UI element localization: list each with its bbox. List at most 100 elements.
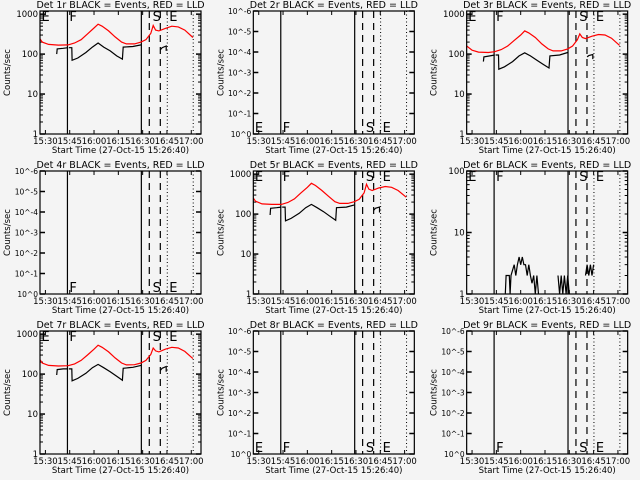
- y-tick-label: 100: [235, 210, 251, 220]
- x-tick-label: 16:15: [533, 297, 558, 307]
- interval-marker-label: E: [169, 10, 177, 25]
- panel-det-5: Det 5r BLACK = Events, RED = LLD Counts/s…: [216, 160, 418, 316]
- interval-marker-label: F: [283, 121, 290, 136]
- interval-marker-label: E: [468, 170, 476, 185]
- interval-marker-label: S: [366, 441, 374, 456]
- panel-det-4: Det 4r BLACK = Events, RED = LLD Counts/s…: [3, 160, 205, 316]
- plot-frame: [252, 330, 415, 455]
- x-tick-label: 16:45: [581, 137, 606, 147]
- interval-marker-label: F: [69, 330, 76, 345]
- y-tick-label: 1: [246, 290, 251, 300]
- interval-marker-label: E: [383, 441, 391, 456]
- x-tick-label: 15:45: [271, 457, 296, 467]
- y-axis-label: Counts/sec: [3, 49, 13, 96]
- x-tick-label: 16:00: [508, 297, 533, 307]
- events-series-line: [482, 54, 495, 62]
- x-tick-label: 15:30: [246, 297, 271, 307]
- y-tick-label: 100: [22, 370, 38, 380]
- interval-marker-label: E: [596, 10, 604, 25]
- x-tick-label: 17:00: [179, 297, 204, 307]
- events-series-line: [504, 256, 540, 295]
- plot-frame: [252, 10, 415, 135]
- y-tick-label: 10: [27, 410, 38, 420]
- events-series-line: [584, 264, 595, 276]
- x-tick-label: 16:15: [319, 457, 344, 467]
- x-axis-label: Start Time (27-Oct-15 15:26:40): [479, 466, 616, 476]
- y-tick-label: 1000: [443, 10, 465, 20]
- y-tick-label: 100: [22, 50, 38, 60]
- y-tick-label: 10^-4: [441, 368, 465, 377]
- x-axis-label: Start Time (27-Oct-15 15:26:40): [265, 306, 402, 316]
- x-tick-label: 16:30: [344, 297, 369, 307]
- x-tick-label: 17:00: [392, 137, 417, 147]
- events-series-line: [160, 365, 167, 372]
- interval-marker-label: S: [579, 441, 587, 456]
- y-tick-label: 10^-6: [228, 7, 252, 16]
- y-tick-label: 100: [448, 167, 464, 177]
- y-axis-label: Counts/sec: [3, 369, 13, 416]
- y-tick-label: 1000: [16, 10, 38, 20]
- interval-marker-label: S: [579, 170, 587, 185]
- x-tick-label: 16:45: [368, 457, 393, 467]
- y-tick-label: 10^-5: [15, 188, 39, 197]
- lld-series-line: [466, 30, 620, 54]
- panel-det-9: Det 9r BLACK = Events, RED = LLD Counts/s…: [430, 320, 632, 476]
- events-series-line: [495, 51, 568, 71]
- panel-title: Det 9r BLACK = Events, RED = LLD: [463, 320, 631, 331]
- plot-frame: [252, 170, 415, 295]
- y-tick-label: 10: [241, 250, 252, 260]
- y-axis-label: Counts/sec: [216, 369, 226, 416]
- panel-det-6: Det 6r BLACK = Events, RED = LLD Counts/s…: [430, 160, 632, 316]
- x-tick-label: 16:45: [581, 297, 606, 307]
- y-tick-label: 10^-2: [441, 409, 465, 418]
- y-tick-label: 1000: [16, 330, 38, 340]
- y-tick-label: 10^-3: [15, 229, 39, 238]
- x-axis-label: Start Time (27-Oct-15 15:26:40): [479, 146, 616, 156]
- interval-marker-label: E: [468, 10, 476, 25]
- interval-marker-label: E: [169, 281, 177, 296]
- x-tick-label: 16:30: [130, 457, 155, 467]
- interval-marker-label: E: [255, 170, 263, 185]
- panel-title: Det 5r BLACK = Events, RED = LLD: [250, 160, 418, 171]
- plot-frame: [39, 170, 202, 295]
- x-tick-label: 16:00: [82, 297, 107, 307]
- events-series-line: [68, 42, 142, 62]
- panel-title: Det 6r BLACK = Events, RED = LLD: [463, 160, 631, 171]
- y-tick-label: 10^0: [17, 290, 38, 299]
- interval-marker-label: E: [42, 330, 50, 345]
- x-tick-label: 16:00: [295, 297, 320, 307]
- events-series-line: [160, 45, 167, 51]
- x-tick-label: 17:00: [392, 457, 417, 467]
- y-axis-label: Counts/sec: [430, 369, 440, 416]
- interval-marker-label: E: [383, 121, 391, 136]
- events-series-line: [56, 47, 69, 55]
- x-tick-label: 15:45: [271, 297, 296, 307]
- plot-frame: [39, 330, 202, 455]
- x-tick-label: 16:00: [82, 457, 107, 467]
- x-tick-label: 15:30: [246, 137, 271, 147]
- y-tick-label: 10^-4: [228, 48, 252, 57]
- y-tick-label: 10^0: [444, 450, 465, 459]
- events-series-line: [269, 206, 282, 216]
- interval-marker-label: S: [579, 10, 587, 25]
- x-tick-label: 16:45: [368, 297, 393, 307]
- x-tick-label: 17:00: [392, 297, 417, 307]
- x-tick-label: 16:15: [106, 137, 131, 147]
- y-axis-label: Counts/sec: [3, 209, 13, 256]
- interval-marker-label: F: [496, 170, 503, 185]
- interval-marker-label: E: [169, 330, 177, 345]
- y-tick-label: 10^-4: [228, 368, 252, 377]
- x-tick-label: 16:45: [155, 457, 180, 467]
- y-tick-label: 1: [459, 290, 464, 300]
- x-tick-label: 16:15: [106, 297, 131, 307]
- x-tick-label: 15:45: [271, 137, 296, 147]
- panel-title: Det 8r BLACK = Events, RED = LLD: [250, 320, 418, 331]
- x-tick-label: 15:30: [246, 457, 271, 467]
- plot-frame: [466, 170, 629, 295]
- y-tick-label: 10^-5: [228, 348, 252, 357]
- y-tick-label: 1: [459, 130, 464, 140]
- interval-marker-label: E: [596, 170, 604, 185]
- x-tick-label: 17:00: [606, 457, 631, 467]
- x-tick-label: 15:45: [57, 137, 82, 147]
